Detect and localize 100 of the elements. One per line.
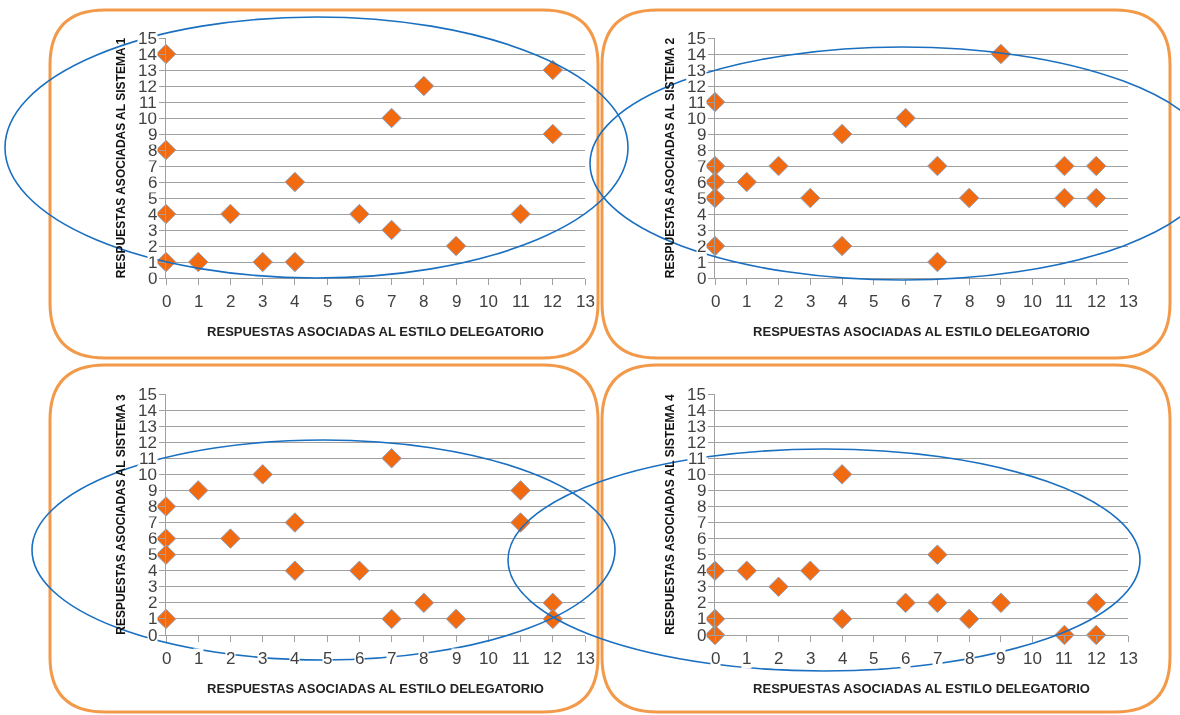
point bbox=[155, 496, 177, 517]
y-tick-label: 13 bbox=[687, 61, 706, 80]
x-tick-label: 9 bbox=[452, 649, 462, 668]
y-tick-label: 8 bbox=[697, 141, 707, 160]
y-tick-label: 7 bbox=[697, 157, 707, 176]
y-tick-label: 11 bbox=[688, 449, 706, 468]
y-tick-label: 15 bbox=[687, 29, 706, 48]
x-tick-label: 9 bbox=[452, 292, 462, 311]
x-tick-label: 13 bbox=[1119, 292, 1138, 311]
x-tick-label: 13 bbox=[1119, 649, 1138, 668]
y-tick-label: 2 bbox=[148, 593, 158, 612]
point bbox=[1085, 155, 1107, 177]
y-tick-label: 15 bbox=[687, 385, 706, 404]
y-tick-label: 3 bbox=[148, 577, 158, 596]
y-tick-label: 5 bbox=[148, 545, 158, 564]
x-tick-label: 0 bbox=[162, 649, 172, 668]
y-tick-label: 0 bbox=[148, 269, 158, 288]
y-tick-label: 6 bbox=[697, 529, 707, 548]
x-tick-label: 4 bbox=[838, 292, 848, 311]
point bbox=[445, 235, 467, 257]
x-tick-label: 13 bbox=[576, 649, 595, 668]
point bbox=[800, 187, 821, 209]
x-tick-label: 11 bbox=[512, 649, 530, 668]
y-tick-label: 1 bbox=[148, 609, 158, 628]
point bbox=[284, 251, 306, 273]
point bbox=[155, 544, 177, 565]
point bbox=[284, 560, 306, 581]
point bbox=[381, 608, 402, 630]
y-tick-label: 11 bbox=[688, 93, 706, 112]
point bbox=[895, 107, 916, 129]
y-tick-label: 1 bbox=[148, 253, 158, 272]
y-tick-label: 12 bbox=[138, 433, 157, 452]
y-tick-label: 0 bbox=[148, 626, 158, 645]
y-tick-label: 4 bbox=[697, 561, 707, 580]
x-tick-label: 10 bbox=[479, 292, 498, 311]
point bbox=[958, 608, 980, 630]
y-tick-label: 12 bbox=[138, 77, 157, 96]
x-tick-label: 5 bbox=[869, 649, 879, 668]
x-tick-label: 2 bbox=[226, 649, 236, 668]
y-tick-label: 6 bbox=[697, 173, 707, 192]
point bbox=[927, 251, 948, 273]
y-tick-label: 0 bbox=[697, 626, 707, 645]
x-tick-label: 2 bbox=[774, 649, 784, 668]
point bbox=[831, 235, 853, 257]
y-tick-label: 8 bbox=[148, 141, 158, 160]
x-axis-title: RESPUESTAS ASOCIADAS AL ESTILO DELEGATORIO bbox=[753, 680, 1090, 696]
x-tick-label: 7 bbox=[933, 292, 943, 311]
x-tick-label: 0 bbox=[711, 292, 721, 311]
y-tick-label: 15 bbox=[138, 29, 157, 48]
y-tick-label: 13 bbox=[687, 417, 706, 436]
point bbox=[736, 560, 758, 581]
x-tick-label: 6 bbox=[901, 649, 911, 668]
x-tick-label: 1 bbox=[194, 292, 204, 311]
y-tick-label: 10 bbox=[138, 109, 157, 128]
y-tick-label: 9 bbox=[148, 481, 158, 500]
point bbox=[542, 123, 564, 145]
x-tick-label: 8 bbox=[419, 649, 429, 668]
point bbox=[958, 187, 980, 209]
y-tick-label: 9 bbox=[697, 481, 707, 500]
y-tick-label: 8 bbox=[697, 497, 707, 516]
point bbox=[381, 448, 402, 469]
y-tick-label: 9 bbox=[697, 125, 707, 144]
point bbox=[927, 592, 948, 614]
point bbox=[927, 155, 948, 177]
y-tick-label: 14 bbox=[138, 45, 157, 64]
x-tick-label: 11 bbox=[512, 292, 530, 311]
y-tick-label: 11 bbox=[139, 93, 157, 112]
y-tick-label: 5 bbox=[697, 189, 707, 208]
x-tick-label: 0 bbox=[711, 649, 721, 668]
y-tick-label: 3 bbox=[697, 577, 707, 596]
point bbox=[381, 219, 402, 241]
y-tick-label: 3 bbox=[148, 221, 158, 240]
point bbox=[768, 576, 789, 598]
x-tick-label: 0 bbox=[162, 292, 172, 311]
x-tick-label: 8 bbox=[965, 649, 975, 668]
point bbox=[413, 75, 435, 97]
y-tick-label: 6 bbox=[148, 529, 158, 548]
x-tick-label: 4 bbox=[290, 649, 300, 668]
y-axis-title: RESPUESTAS ASOCIADAS AL SISTEMA 3 bbox=[114, 394, 129, 635]
y-tick-label: 13 bbox=[138, 61, 157, 80]
x-tick-label: 8 bbox=[965, 292, 975, 311]
point bbox=[284, 171, 306, 193]
x-tick-label: 3 bbox=[258, 649, 268, 668]
x-tick-label: 11 bbox=[1055, 292, 1073, 311]
point bbox=[1085, 624, 1107, 646]
point bbox=[1085, 592, 1107, 614]
x-tick-label: 2 bbox=[226, 292, 236, 311]
point bbox=[187, 251, 209, 273]
x-tick-label: 5 bbox=[869, 292, 879, 311]
y-tick-label: 4 bbox=[697, 205, 707, 224]
y-tick-label: 6 bbox=[148, 173, 158, 192]
y-tick-label: 10 bbox=[687, 109, 706, 128]
point bbox=[542, 592, 564, 614]
y-tick-label: 10 bbox=[687, 465, 706, 484]
x-tick-label: 5 bbox=[323, 649, 333, 668]
x-tick-label: 12 bbox=[543, 292, 562, 311]
point bbox=[510, 203, 531, 225]
y-tick-label: 5 bbox=[148, 189, 158, 208]
point bbox=[895, 592, 916, 614]
y-axis-title: RESPUESTAS ASOCIADAS AL SISTEMA 1 bbox=[114, 37, 129, 279]
